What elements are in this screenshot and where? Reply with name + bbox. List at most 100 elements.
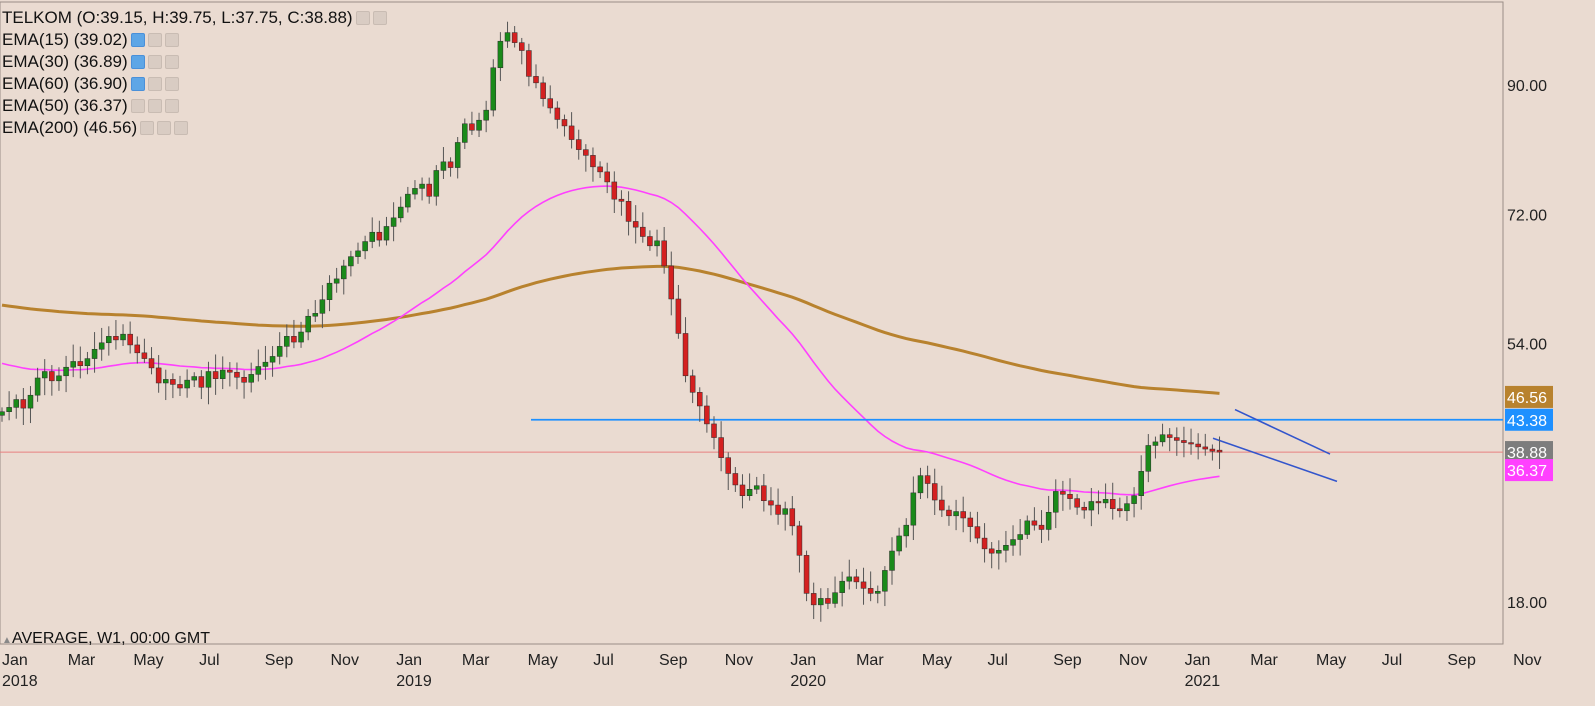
candle-body (1045, 511, 1052, 530)
candle-body (825, 598, 831, 604)
candle-body (1117, 508, 1123, 512)
visibility-toggle-icon[interactable] (355, 11, 370, 25)
x-tick-month: Sep (265, 652, 294, 669)
candle-body (882, 570, 888, 592)
candle-body (796, 525, 803, 556)
time-axis[interactable]: Jan 2018 Mar May Jul Sep Nov Jan 2019 Mar May Jul Se… (2, 652, 1542, 690)
candle-body (924, 475, 931, 484)
eye-icon[interactable] (130, 55, 145, 69)
candle-body (697, 392, 703, 407)
x-tick-year: 2019 (396, 673, 432, 690)
candle-body (490, 67, 497, 111)
candle-body (910, 492, 917, 526)
candle-body (298, 331, 304, 343)
candle-body (953, 511, 959, 517)
candle-body (939, 499, 945, 511)
candle-body (198, 376, 205, 388)
eye-icon[interactable] (130, 99, 145, 113)
candle-body (134, 344, 141, 354)
candle-body (98, 342, 105, 350)
settings-icon[interactable] (147, 99, 162, 113)
candle-body (219, 369, 226, 379)
price-axis[interactable]: 90.00 72.00 54.00 18.00 (1507, 78, 1547, 612)
settings-icon[interactable] (147, 55, 162, 69)
candle-body (526, 50, 532, 77)
eye-icon[interactable] (140, 121, 155, 135)
settings-icon[interactable] (147, 77, 162, 91)
settings-icon[interactable] (157, 121, 172, 135)
close-icon[interactable] (174, 121, 189, 135)
overlay-lines (0, 185, 1503, 496)
candle-body (462, 123, 468, 143)
candle-body (284, 336, 290, 347)
candle-body (127, 333, 133, 346)
candle-body (832, 592, 838, 604)
close-icon[interactable] (164, 55, 179, 69)
candle-body (120, 333, 126, 341)
close-icon[interactable] (164, 99, 179, 113)
candle-body (1159, 434, 1166, 443)
candle-body (761, 485, 767, 502)
candle-body (1074, 498, 1080, 508)
x-tick-month: May (922, 652, 952, 669)
ema200-line (1, 264, 1220, 395)
candle-body (1060, 491, 1066, 495)
candle-body (333, 278, 340, 284)
close-icon[interactable] (164, 77, 179, 91)
x-tick-month: Jan (2, 652, 28, 669)
candle-body (511, 32, 518, 43)
candle-body (981, 537, 988, 550)
candle-body (1067, 494, 1073, 499)
settings-icon[interactable] (372, 11, 387, 25)
settings-icon[interactable] (147, 33, 162, 47)
lower-trendline (1212, 437, 1338, 483)
candle-body (262, 361, 269, 367)
candle-body (540, 82, 546, 99)
eye-icon[interactable] (130, 77, 145, 91)
candle-body (704, 405, 710, 425)
candle-body (106, 336, 112, 344)
symbol-title: TELKOM (O:39.15, H:39.75, L:37.75, C:38.… (2, 8, 387, 28)
x-tick-month: May (528, 652, 558, 669)
candle-body (469, 123, 475, 131)
candle-body (205, 371, 212, 388)
candle-body (13, 399, 19, 408)
candle-body (782, 508, 788, 515)
candle-body (632, 221, 639, 228)
candle-body (867, 588, 874, 594)
candle-body (1152, 441, 1159, 446)
indicator-row: EMA(50) (36.37) (2, 96, 179, 116)
candle-body (1024, 520, 1031, 535)
candle-body (875, 590, 881, 594)
candle-body (640, 226, 646, 237)
candle-body (1109, 499, 1116, 509)
x-tick-month: Mar (68, 652, 96, 669)
candle-body (6, 407, 12, 412)
x-tick-month: May (1316, 652, 1346, 669)
candle-body (362, 241, 368, 252)
candle-body (533, 76, 539, 84)
candle-body (1195, 443, 1201, 448)
candle-body (960, 511, 966, 519)
candle-body (647, 236, 653, 247)
indicator-row: EMA(30) (36.89) (2, 52, 179, 72)
candle-body (1145, 445, 1152, 472)
candle-body (860, 581, 867, 589)
collapse-arrow-icon[interactable]: ▲ (2, 635, 12, 646)
candle-body (1202, 446, 1209, 450)
candle-body (903, 524, 909, 537)
close-icon[interactable] (164, 33, 179, 47)
candle-body (483, 109, 489, 121)
candle-body (988, 548, 995, 554)
indicator-label: EMA(50) (36.37) (2, 96, 128, 115)
candle-body (853, 576, 860, 583)
candle-body (931, 483, 938, 501)
x-tick-month: Sep (1053, 652, 1082, 669)
eye-icon[interactable] (130, 33, 145, 47)
candle-body (255, 366, 262, 375)
last-price-tag-bg (1505, 441, 1553, 464)
x-tick-month: Mar (856, 652, 884, 669)
plot-frame (0, 1, 1504, 645)
